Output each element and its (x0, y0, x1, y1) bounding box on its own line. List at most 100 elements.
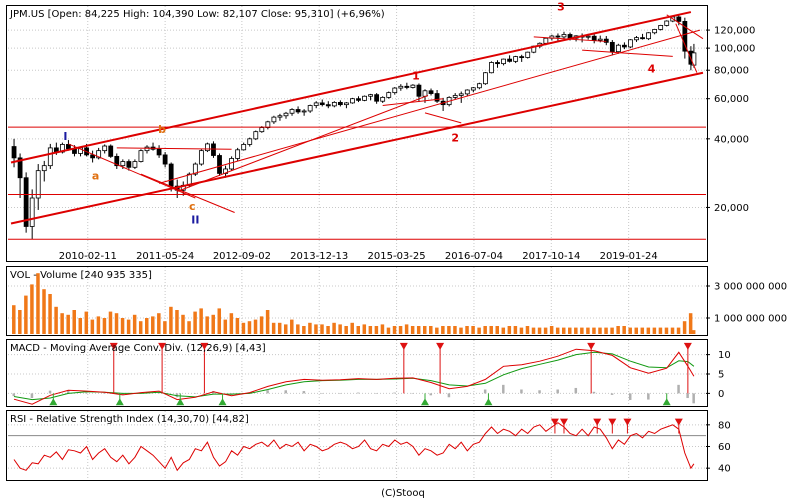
volume-bar (193, 311, 197, 334)
macd-histogram-bar (393, 392, 396, 394)
wave-label: 1 (412, 69, 420, 82)
volume-bar (691, 330, 696, 334)
volume-bar (302, 326, 306, 334)
candle-body (585, 35, 591, 38)
candle-body (591, 35, 597, 41)
volume-bar (120, 318, 125, 334)
volume-bar (217, 308, 222, 334)
candle-body (114, 155, 120, 167)
candle-body (144, 146, 150, 152)
macd-histogram-bar (302, 391, 306, 394)
volume-bar (688, 313, 693, 334)
rsi-panel-title: RSI - Relative Strength Index (14,30,70)… (10, 414, 249, 425)
buy-signal-marker (176, 398, 185, 406)
macd-histogram-bar (502, 384, 505, 394)
macd-histogram-bar (357, 392, 360, 394)
volume-bar (151, 316, 155, 334)
candle-body (235, 149, 241, 159)
volume-bar (495, 326, 500, 334)
y-tick-label: 5 (718, 370, 724, 381)
volume-bar (277, 322, 282, 334)
candle-body (132, 161, 138, 168)
volume-bar (610, 327, 614, 334)
candle-body (483, 72, 488, 85)
y-tick-label: 1 000 000 000 (714, 314, 787, 325)
volume-bar (507, 326, 512, 334)
candle-body (247, 138, 253, 145)
candle-body (277, 115, 283, 118)
sell-signal-marker (683, 342, 692, 350)
volume-bar (531, 327, 536, 334)
volume-bar (501, 327, 506, 334)
macd-histogram-bar (266, 390, 269, 394)
volume-bar (169, 306, 173, 334)
candle-body (344, 102, 349, 106)
copyright-footer: (C)Stooq (381, 488, 425, 499)
macd-histogram-bar (375, 393, 378, 394)
candle-body (289, 109, 295, 114)
candle-body (337, 101, 343, 106)
trendline (68, 143, 196, 199)
volume-bar (670, 327, 675, 334)
volume-bar (36, 273, 40, 334)
buy-signal-marker (218, 398, 227, 406)
volume-bar (308, 322, 312, 334)
candle-body (368, 94, 373, 97)
y-tick-label: 0 (718, 389, 724, 400)
candle-body (374, 94, 380, 102)
volume-bar (374, 326, 379, 334)
candle-body (319, 102, 325, 106)
volume-bar (187, 321, 191, 334)
volume-bar (640, 327, 645, 334)
candle-body (138, 150, 144, 162)
sell-signal-marker (200, 342, 209, 350)
volume-bar (465, 326, 469, 334)
volume-bar (380, 324, 385, 334)
volume-bar (652, 327, 657, 334)
wave-label: b (158, 123, 166, 136)
volume-bar (54, 306, 58, 334)
macd-histogram-bar (483, 389, 487, 394)
volume-bar (622, 326, 626, 334)
candle-body (295, 109, 301, 113)
wave-label: 4 (648, 63, 656, 76)
wave-label: 2 (451, 131, 459, 144)
volume-bar (416, 326, 421, 334)
volume-bar (253, 319, 258, 334)
candle-body (658, 25, 664, 30)
macd-histogram-bar (556, 389, 559, 394)
y-tick-label: 60,000 (714, 94, 749, 105)
candle-body (507, 58, 512, 62)
volume-bar (132, 314, 137, 334)
macd-histogram-bar (12, 393, 16, 397)
volume-bar (30, 284, 34, 334)
volume-bar (320, 324, 324, 334)
rsi-sell-marker (623, 418, 632, 426)
candle-body (464, 89, 470, 95)
volume-bar (519, 327, 524, 334)
x-tick-label: 2019-01-24 (600, 251, 658, 262)
volume-bar (90, 319, 95, 334)
macd-line (13, 348, 695, 405)
sell-signal-marker (399, 342, 408, 350)
volume-bar (471, 326, 475, 334)
volume-bar (102, 318, 107, 334)
trendline (140, 173, 235, 213)
candle-body (205, 143, 210, 152)
candle-body (646, 32, 651, 40)
candle-body (561, 34, 567, 38)
sell-signal-marker (158, 342, 167, 350)
candle-body (615, 44, 621, 53)
volume-bar (386, 327, 391, 334)
candle-body (380, 96, 386, 102)
candle-body (259, 127, 265, 133)
rsi-sell-marker (593, 418, 602, 426)
candle-body (404, 85, 410, 88)
volume-bar (66, 314, 70, 334)
candle-body (241, 144, 247, 151)
volume-bar (422, 326, 427, 334)
volume-bar (350, 322, 354, 334)
volume-bar (628, 327, 632, 334)
macd-histogram-bar (574, 387, 578, 394)
candle-body (350, 98, 355, 104)
